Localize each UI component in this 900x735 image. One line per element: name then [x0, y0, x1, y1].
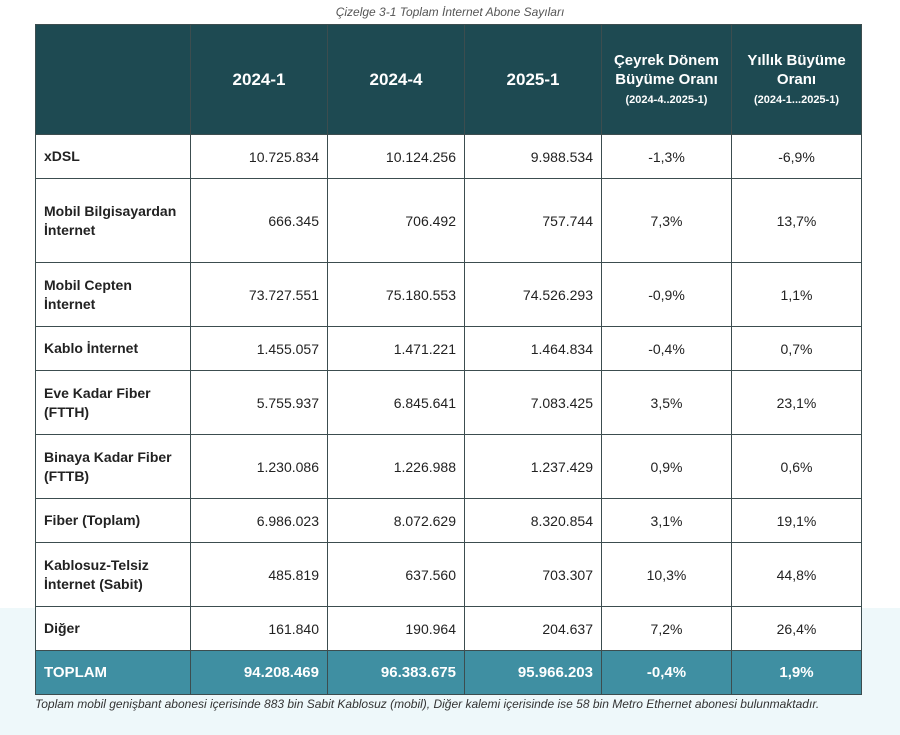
- footnote: Toplam mobil genişbant abonesi içerisind…: [35, 697, 820, 711]
- cell-annual-growth: 44,8%: [731, 542, 862, 607]
- cell-2024-1: 161.840: [190, 606, 328, 651]
- cell-annual-growth: 1,1%: [731, 262, 862, 327]
- cell-annual-growth: 23,1%: [731, 370, 862, 435]
- cell-2025-1: 1.237.429: [464, 434, 602, 499]
- cell-2024-1: 666.345: [190, 178, 328, 263]
- row-label: Binaya Kadar Fiber (FTTB): [35, 434, 191, 499]
- header-quarterly-growth: Çeyrek Dönem Büyüme Oranı (2024-4..2025-…: [601, 24, 732, 135]
- cell-2024-4: 75.180.553: [327, 262, 465, 327]
- row-label: Kablo İnternet: [35, 326, 191, 371]
- table-row: xDSL 10.725.834 10.124.256 9.988.534 -1,3% -6…: [35, 134, 862, 179]
- cell-2024-4: 8.072.629: [327, 498, 465, 543]
- table-row: Kablosuz-Telsiz İnternet (Sabit) 485.819 6…: [35, 542, 862, 607]
- cell-2024-1: 5.755.937: [190, 370, 328, 435]
- header-row: 2024-1 2024-4 2025-1 Çeyrek Dönem Büyüme…: [35, 24, 862, 135]
- total-2025-1: 95.966.203: [464, 650, 602, 695]
- cell-2024-1: 1.455.057: [190, 326, 328, 371]
- cell-quarterly-growth: -1,3%: [601, 134, 732, 179]
- table-row: Mobil Bilgisayardan İnternet 666.345 706.4…: [35, 178, 862, 263]
- cell-quarterly-growth: 0,9%: [601, 434, 732, 499]
- table-row: Kablo İnternet 1.455.057 1.471.221 1.464.83…: [35, 326, 862, 371]
- table-body: xDSL 10.725.834 10.124.256 9.988.534 -1,3% -6…: [35, 134, 862, 651]
- cell-2024-4: 190.964: [327, 606, 465, 651]
- row-label: Fiber (Toplam): [35, 498, 191, 543]
- cell-2025-1: 8.320.854: [464, 498, 602, 543]
- cell-2025-1: 74.526.293: [464, 262, 602, 327]
- cell-annual-growth: 26,4%: [731, 606, 862, 651]
- cell-2025-1: 757.744: [464, 178, 602, 263]
- cell-annual-growth: 13,7%: [731, 178, 862, 263]
- cell-2025-1: 703.307: [464, 542, 602, 607]
- header-2024-4: 2024-4: [327, 24, 465, 135]
- cell-annual-growth: 0,6%: [731, 434, 862, 499]
- cell-quarterly-growth: 10,3%: [601, 542, 732, 607]
- table-row: Eve Kadar Fiber (FTTH) 5.755.937 6.845.641…: [35, 370, 862, 435]
- table-row: Fiber (Toplam) 6.986.023 8.072.629 8.320.85…: [35, 498, 862, 543]
- cell-quarterly-growth: 3,5%: [601, 370, 732, 435]
- cell-2024-1: 1.230.086: [190, 434, 328, 499]
- cell-2024-4: 1.471.221: [327, 326, 465, 371]
- cell-2024-1: 6.986.023: [190, 498, 328, 543]
- table-row: Diğer 161.840 190.964 204.637 7,2% 26,4%: [35, 606, 862, 651]
- total-row: TOPLAM 94.208.469 96.383.675 95.966.203 …: [35, 650, 862, 695]
- header-2025-1: 2025-1: [464, 24, 602, 135]
- cell-annual-growth: -6,9%: [731, 134, 862, 179]
- row-label: Eve Kadar Fiber (FTTH): [35, 370, 191, 435]
- total-quarterly-growth: -0,4%: [601, 650, 732, 695]
- row-label: Diğer: [35, 606, 191, 651]
- cell-quarterly-growth: 7,3%: [601, 178, 732, 263]
- cell-quarterly-growth: 3,1%: [601, 498, 732, 543]
- cell-2024-4: 706.492: [327, 178, 465, 263]
- table-caption: Çizelge 3-1 Toplam İnternet Abone Sayıla…: [335, 5, 565, 19]
- total-annual-growth: 1,9%: [731, 650, 862, 695]
- cell-2024-4: 10.124.256: [327, 134, 465, 179]
- cell-2024-1: 485.819: [190, 542, 328, 607]
- cell-annual-growth: 0,7%: [731, 326, 862, 371]
- header-quarterly-growth-title: Çeyrek Dönem Büyüme Oranı: [613, 52, 720, 88]
- cell-2025-1: 204.637: [464, 606, 602, 651]
- cell-quarterly-growth: -0,4%: [601, 326, 732, 371]
- header-annual-growth: Yıllık Büyüme Oranı (2024-1...2025-1): [731, 24, 862, 135]
- header-annual-growth-period: (2024-1...2025-1): [754, 94, 839, 106]
- total-2024-4: 96.383.675: [327, 650, 465, 695]
- table-row: Binaya Kadar Fiber (FTTB) 1.230.086 1.226.…: [35, 434, 862, 499]
- internet-subscribers-table: 2024-1 2024-4 2025-1 Çeyrek Dönem Büyüme…: [35, 24, 862, 695]
- row-label: Mobil Cepten İnternet: [35, 262, 191, 327]
- cell-2024-1: 10.725.834: [190, 134, 328, 179]
- total-label: TOPLAM: [35, 650, 191, 695]
- total-2024-1: 94.208.469: [190, 650, 328, 695]
- cell-2025-1: 7.083.425: [464, 370, 602, 435]
- cell-annual-growth: 19,1%: [731, 498, 862, 543]
- cell-2024-4: 1.226.988: [327, 434, 465, 499]
- cell-quarterly-growth: -0,9%: [601, 262, 732, 327]
- row-label: xDSL: [35, 134, 191, 179]
- header-empty-cell: [35, 24, 191, 135]
- cell-2024-4: 6.845.641: [327, 370, 465, 435]
- cell-2024-1: 73.727.551: [190, 262, 328, 327]
- cell-2025-1: 1.464.834: [464, 326, 602, 371]
- header-2024-1: 2024-1: [190, 24, 328, 135]
- cell-2024-4: 637.560: [327, 542, 465, 607]
- row-label: Mobil Bilgisayardan İnternet: [35, 178, 191, 263]
- row-label: Kablosuz-Telsiz İnternet (Sabit): [35, 542, 191, 607]
- header-quarterly-growth-period: (2024-4..2025-1): [625, 94, 708, 106]
- header-annual-growth-title: Yıllık Büyüme Oranı: [747, 52, 846, 88]
- cell-quarterly-growth: 7,2%: [601, 606, 732, 651]
- table-row: Mobil Cepten İnternet 73.727.551 75.180.55…: [35, 262, 862, 327]
- cell-2025-1: 9.988.534: [464, 134, 602, 179]
